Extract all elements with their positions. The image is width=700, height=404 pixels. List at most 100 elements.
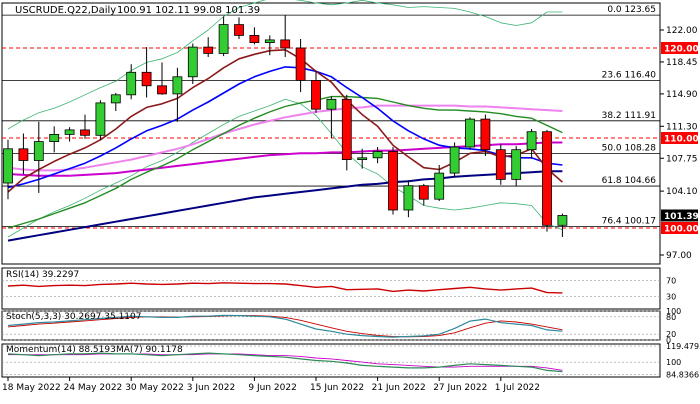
price-badge (661, 42, 698, 54)
candle (418, 183, 429, 206)
candle (357, 148, 368, 169)
candle (264, 35, 275, 56)
momentum-line (7, 352, 563, 373)
candle-body-bull (449, 146, 460, 174)
rsi-tick-label: 70 (666, 276, 676, 285)
candle-body-bull (49, 133, 60, 142)
price-tick-label: 104.10 (666, 187, 698, 197)
fib-level-label: 23.6 116.40 (602, 70, 657, 80)
candle-body-bear (280, 39, 291, 49)
date-tick-label: 24 May 2022 (64, 383, 123, 393)
candle (157, 62, 167, 95)
date-tick-label: 21 Jun 2022 (372, 383, 426, 393)
candle-body-bull (172, 76, 183, 95)
date-tick-label: 3 Jun 2022 (187, 383, 235, 393)
candle-body-bull (357, 157, 368, 161)
candle-body-bull (218, 24, 229, 54)
candle-body-bear (141, 71, 152, 87)
chart-header-symbol: USCRUDE.Q22,Daily (15, 5, 116, 16)
candle (49, 126, 60, 153)
date-tick-label: 27 Jun 2022 (433, 383, 487, 393)
bollinger-upper-line (7, 0, 563, 130)
fib-level-label: 0.0 123.65 (607, 5, 656, 15)
candle-body-bull (403, 185, 414, 211)
mom-tick-label: 84.8366 (666, 371, 699, 380)
price-badge (661, 209, 698, 222)
stoch-tick-label: 20 (666, 330, 676, 339)
stoch-d-line (7, 315, 563, 338)
candle-body-bear (311, 80, 321, 110)
stoch-label: Stoch(5,3,3) 30.2697 35.1107 (6, 312, 141, 322)
fib-level-label: 76.4 100.17 (602, 216, 656, 226)
candle (403, 180, 414, 218)
price-badge (661, 222, 698, 234)
date-tick-label: 9 Jun 2022 (248, 383, 296, 393)
candle-body-bull (95, 102, 106, 136)
candle (33, 121, 44, 193)
candle-body-bear (480, 118, 491, 151)
panel-frames (1, 2, 661, 378)
rsi-line (7, 282, 563, 294)
momentum-ma-line (8, 353, 563, 371)
bollinger-lower-line (7, 98, 563, 238)
candle (18, 133, 29, 174)
price-tick-label: 107.75 (666, 154, 698, 164)
sma-pink-line (7, 104, 563, 172)
date-tick-label: 1 Jul 2022 (495, 383, 540, 393)
candle-body-bear (418, 185, 429, 200)
ema-blue-line (7, 66, 563, 189)
candle-body-bull (557, 215, 568, 226)
candle-body-bear (341, 98, 352, 161)
candle (511, 146, 522, 187)
candle-body-bull (372, 151, 383, 159)
candle-body-bear (18, 148, 29, 161)
stoch-k-line (7, 314, 563, 338)
candle (187, 43, 198, 84)
candle-body-bull (64, 129, 75, 135)
candle-body-bear (495, 149, 506, 180)
price-badges: 120.00 110.00 101.39 100.00 (661, 42, 699, 235)
date-tick-label: 18 May 2022 (2, 383, 61, 393)
date-tick-label: 30 May 2022 (125, 383, 184, 393)
candle (480, 114, 491, 156)
candle-body-bull (126, 71, 137, 96)
candle (141, 47, 152, 98)
price-badge-label: 100.00 (664, 225, 699, 235)
price-badge-label: 120.00 (664, 45, 699, 55)
candle-body-bear (295, 47, 306, 81)
date-tick-label: 15 Jun 2022 (310, 383, 364, 393)
candle (465, 117, 475, 150)
candle (388, 147, 398, 215)
candle (234, 17, 244, 39)
candle (64, 127, 75, 142)
sma-navy-line (7, 170, 563, 242)
candle (280, 15, 291, 57)
momentum-label: Momentum(14) 88.5193 (6, 345, 116, 355)
candle (526, 129, 537, 159)
price-badge-label: 110.00 (664, 135, 699, 145)
stoch-tick-label: 80 (666, 313, 676, 322)
price-tick-label: 114.90 (666, 90, 698, 100)
price-badge (661, 132, 698, 144)
rsi-panel-frame (1, 267, 661, 310)
candle (542, 129, 552, 232)
ema-green-line (7, 95, 563, 229)
candle (218, 16, 229, 57)
price-badge-label: 101.39 (664, 212, 699, 222)
price-tick-label: 111.30 (666, 122, 698, 132)
candle (557, 213, 568, 237)
candle-body-bull (326, 98, 337, 110)
candle-body-bear (249, 35, 260, 44)
candle-body-bull (110, 94, 121, 104)
candle-body-bear (234, 24, 244, 36)
candle (372, 147, 383, 164)
fib-level-label: 38.2 111.91 (602, 111, 656, 121)
candle-body-bull (526, 131, 537, 151)
candle (126, 64, 137, 100)
candle (3, 139, 13, 200)
candle (449, 142, 460, 177)
momentum-ma-label: MA(7) 90.1178 (116, 345, 183, 355)
candle-body-bull (511, 149, 522, 180)
